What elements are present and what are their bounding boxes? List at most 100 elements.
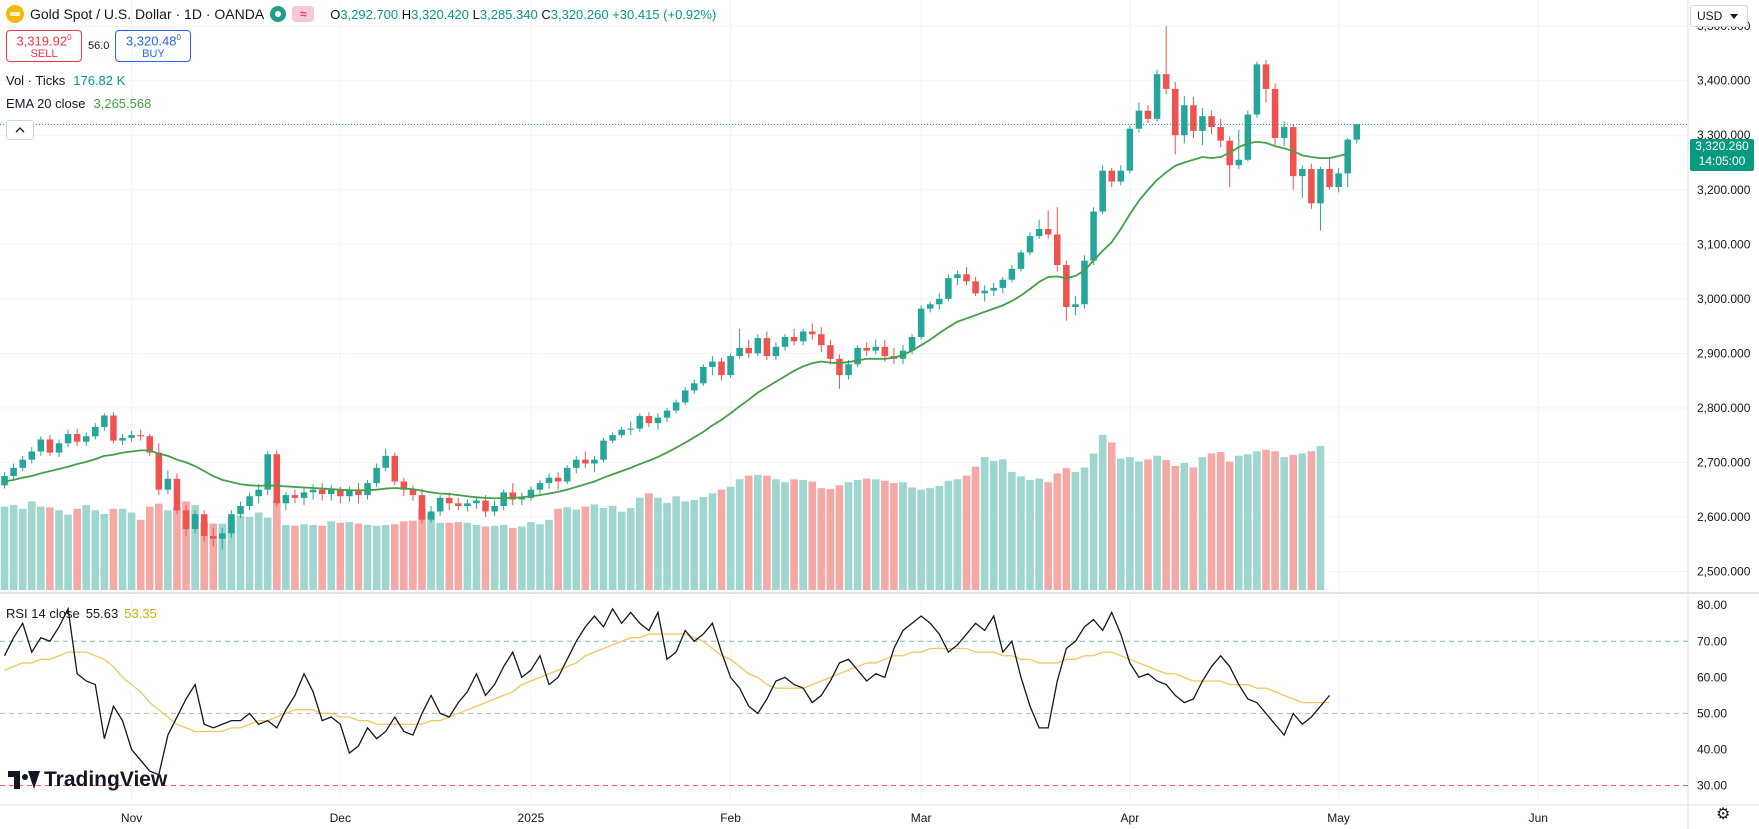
rsi-tick-label: 80.00 (1697, 598, 1727, 612)
candle-body (291, 495, 299, 498)
volume-bar (127, 512, 136, 590)
chevron-down-icon (1730, 13, 1739, 19)
candle-body (926, 304, 934, 309)
volume-bar (1107, 442, 1116, 590)
candle-body (672, 402, 680, 411)
volume-bar (708, 493, 717, 590)
symbol-title[interactable]: Gold Spot / U.S. Dollar · 1D · OANDA (30, 6, 265, 22)
volume-legend[interactable]: Vol · Ticks 176.82 K (6, 73, 126, 88)
candle-body (872, 346, 880, 351)
volume-bar (944, 480, 953, 590)
candle-body (1099, 170, 1106, 212)
candle-body (237, 506, 244, 515)
time-axis[interactable]: Nov Dec 2025 Feb Mar Apr May Jun (121, 811, 1548, 825)
gear-icon[interactable]: ⚙ (1716, 806, 1731, 823)
volume-bar (735, 479, 744, 590)
rsi-legend[interactable]: RSI 14 close 55.63 53.35 (6, 606, 157, 621)
candle-body (200, 514, 208, 537)
sell-button[interactable]: 3,319.920 SELL (6, 30, 82, 62)
candle-body (1017, 252, 1025, 269)
volume-bar (363, 525, 372, 590)
volume-bar (27, 501, 36, 590)
candle-body (1054, 234, 1061, 266)
candle-body (264, 454, 271, 490)
candle-body (309, 489, 317, 493)
candle-body (182, 510, 190, 529)
volume-bar (654, 497, 662, 590)
ema-legend[interactable]: EMA 20 close 3,265.568 (6, 96, 152, 111)
candle-body (282, 495, 290, 504)
candle-body (346, 490, 353, 497)
candle-body (1335, 173, 1342, 188)
candle-body (391, 455, 399, 482)
candle-body (64, 434, 72, 444)
volume-bar (1126, 457, 1134, 590)
candle-body (1108, 170, 1115, 182)
price-tick-label: 3,400.000 (1697, 74, 1751, 88)
candlestick-series (0, 26, 1688, 550)
spread-value: 56.0 (88, 40, 110, 52)
candle-body (763, 338, 771, 357)
candle-body (318, 489, 326, 495)
volume-bar (554, 508, 562, 590)
candle-body (908, 336, 916, 351)
candle-body (445, 497, 453, 504)
volume-bar (844, 482, 853, 590)
candle-body (636, 416, 644, 429)
volume-bar (1298, 453, 1307, 590)
rsi-line (3, 606, 1331, 776)
candle-body (600, 440, 607, 460)
candle-body (1126, 128, 1134, 171)
volume-bar (1180, 463, 1189, 590)
volume-bar (309, 525, 317, 590)
volume-bar (1225, 461, 1234, 590)
volume-bar (1098, 435, 1107, 590)
volume-bar (871, 479, 880, 590)
price-axis[interactable]: 3,500.0003,400.0003,300.0003,200.0003,10… (1697, 19, 1751, 792)
rsi-tick-label: 70.00 (1697, 634, 1727, 648)
candle-body (754, 338, 762, 354)
volume-bar (1008, 471, 1016, 590)
volume-bar (499, 525, 508, 590)
candle-body (999, 279, 1007, 288)
candle-body (400, 481, 408, 490)
volume-bar (999, 459, 1007, 590)
currency-select[interactable]: USD (1690, 5, 1748, 27)
candle-body (155, 452, 163, 490)
volume-bar (1216, 451, 1225, 590)
time-tick-label: Apr (1121, 811, 1140, 825)
price-tick-label: 2,500.000 (1697, 564, 1751, 578)
candle-body (1199, 116, 1206, 131)
last-price-tag: 3,320.260 14:05:00 (1690, 139, 1754, 171)
candle-body (936, 298, 943, 305)
candle-body (654, 417, 662, 424)
candle-body (563, 467, 571, 482)
volume-bar (1071, 471, 1080, 590)
rsi-tick-label: 60.00 (1697, 670, 1727, 684)
volume-bar (699, 497, 708, 590)
candle-body (1090, 211, 1097, 261)
volume-bar (1153, 455, 1161, 590)
volume-bar (100, 513, 109, 590)
candle-body (219, 533, 226, 539)
volume-bar (481, 526, 490, 590)
candle-body (545, 477, 553, 484)
volume-bar (1017, 476, 1025, 590)
volume-bar (1262, 449, 1270, 590)
compare-wave-icon[interactable]: ≈ (292, 6, 315, 22)
buy-button[interactable]: 3,320.480 BUY (115, 30, 192, 62)
time-tick-label: Feb (720, 811, 741, 825)
time-tick-label: May (1327, 811, 1350, 825)
collapse-legend-button[interactable] (6, 120, 34, 140)
rsi-tick-label: 50.00 (1697, 706, 1727, 720)
candle-body (191, 514, 199, 529)
volume-bar (472, 525, 481, 590)
volume-bar (9, 505, 18, 590)
volume-bar (962, 475, 971, 590)
market-status-icon[interactable] (270, 6, 287, 22)
volume-bar (917, 489, 925, 590)
volume-bar (182, 501, 190, 590)
candle-body (609, 435, 616, 441)
volume-bar (690, 499, 699, 590)
